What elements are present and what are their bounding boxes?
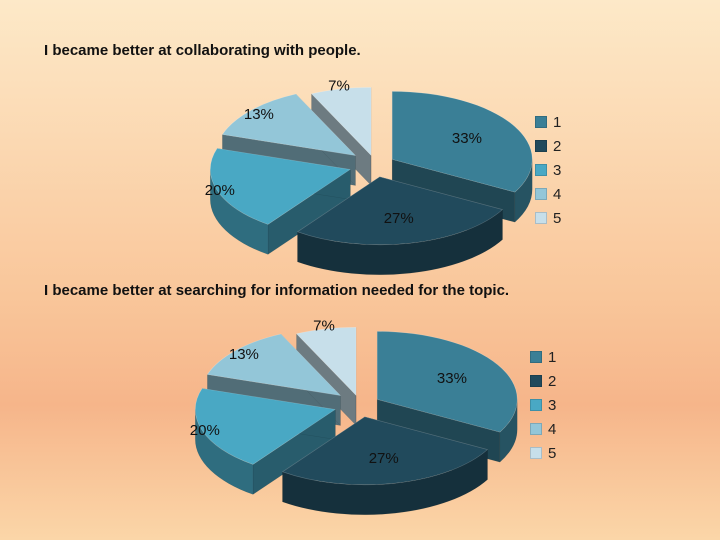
legend-swatch [535, 116, 547, 128]
slice-label-5: 7% [328, 78, 350, 95]
slice-label-5: 7% [313, 318, 335, 335]
slice-label-4: 13% [229, 346, 259, 363]
legend-item-5: 5 [530, 441, 556, 465]
legend-swatch [535, 140, 547, 152]
legend-item-5: 5 [535, 206, 561, 230]
legend-label: 5 [548, 444, 557, 462]
pie-slice-1 [376, 331, 518, 463]
legend-item-2: 2 [530, 369, 556, 393]
legend: 1 2 3 4 5 [535, 110, 561, 230]
legend-label: 3 [553, 161, 562, 179]
pie-slice-3 [210, 148, 352, 255]
slice-label-1: 33% [437, 370, 467, 387]
legend-item-4: 4 [535, 182, 561, 206]
slice-label-3: 20% [190, 422, 220, 439]
slice-label-3: 20% [205, 182, 235, 199]
slice-label-4: 13% [244, 106, 274, 123]
legend-swatch [535, 164, 547, 176]
legend-label: 4 [553, 185, 562, 203]
legend-label: 3 [548, 396, 557, 414]
pie-chart-collaborating: 33% 27% 20% 13% 7% [205, 78, 533, 276]
legend: 1 2 3 4 5 [530, 345, 556, 465]
legend-item-1: 1 [535, 110, 561, 134]
legend-swatch [530, 375, 542, 387]
chart-title: I became better at searching for informa… [44, 282, 510, 299]
slice-label-2: 27% [369, 450, 399, 467]
legend-label: 1 [548, 348, 557, 366]
slice-label-1: 33% [452, 130, 482, 147]
legend-label: 1 [553, 113, 562, 131]
legend-label: 5 [553, 209, 562, 227]
slice-label-2: 27% [384, 210, 414, 227]
legend-item-3: 3 [535, 158, 561, 182]
pie-slice-2 [296, 176, 504, 276]
legend-swatch [530, 351, 542, 363]
chart-title: I became better at collaborating with pe… [44, 42, 361, 59]
legend-item-4: 4 [530, 417, 556, 441]
pie-slice-5 [310, 87, 372, 186]
legend-item-3: 3 [530, 393, 556, 417]
pie-slice-3 [195, 388, 337, 495]
legend-swatch [530, 447, 542, 459]
legend-label: 4 [548, 420, 557, 438]
legend-label: 2 [548, 372, 557, 390]
legend-item-1: 1 [530, 345, 556, 369]
legend-swatch [530, 423, 542, 435]
legend-item-2: 2 [535, 134, 561, 158]
legend-swatch [530, 399, 542, 411]
legend-swatch [535, 212, 547, 224]
legend-label: 2 [553, 137, 562, 155]
pie-slice-2 [281, 416, 489, 516]
legend-swatch [535, 188, 547, 200]
